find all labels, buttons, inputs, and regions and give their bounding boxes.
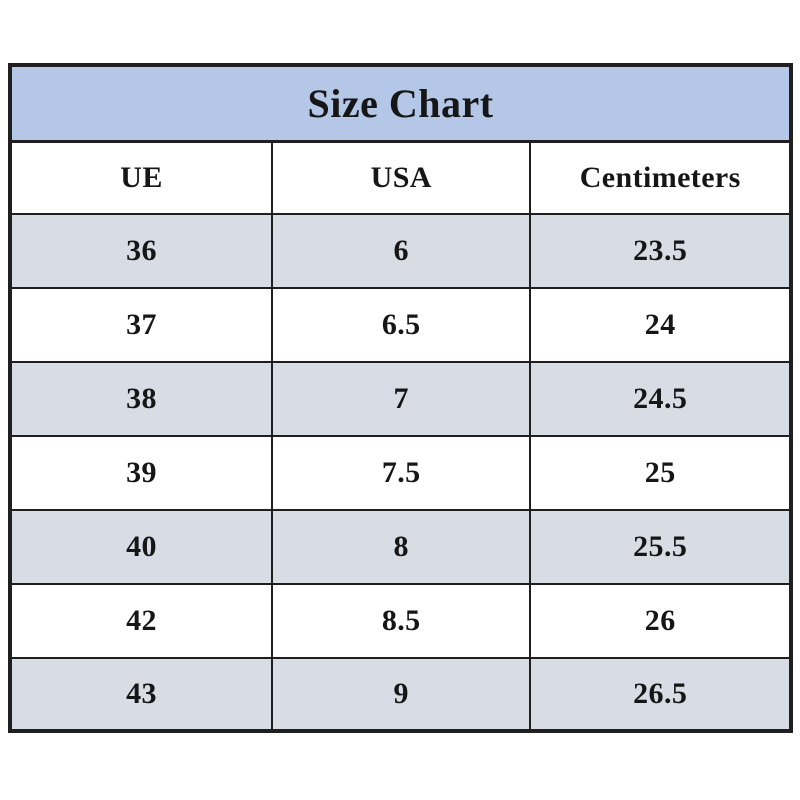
column-header-ue: UE <box>12 143 274 213</box>
table-cell-usa: 7.5 <box>273 437 532 509</box>
table-cell-cm: 26 <box>644 604 676 637</box>
table-title: Size Chart <box>12 67 789 143</box>
column-header-centimeters: Centimeters <box>579 161 741 194</box>
table-cell-ue: 38 <box>12 363 274 435</box>
table-cell-usa: 6 <box>273 215 532 287</box>
table-row: 43 9 26.5 <box>12 659 789 729</box>
table-cell-usa: 6.5 <box>273 289 532 361</box>
table-header-row: UE USA Centimeters <box>12 143 789 215</box>
table-cell-ue: 43 <box>12 659 274 729</box>
table-row: 36 6 23.5 <box>12 215 789 289</box>
table-cell-cm: 24 <box>644 308 676 341</box>
table-cell-usa: 8 <box>273 511 532 583</box>
table-cell-ue: 37 <box>12 289 274 361</box>
table-cell-cm: 23.5 <box>633 234 688 267</box>
table-cell-usa: 9 <box>273 659 532 729</box>
table-cell-ue: 36 <box>12 215 274 287</box>
table-row: 42 8.5 26 <box>12 585 789 659</box>
table-cell-cm: 26.5 <box>633 677 688 710</box>
table-cell-usa: 8.5 <box>273 585 532 657</box>
table-cell-ue: 42 <box>12 585 274 657</box>
size-chart-table: Size Chart UE USA Centimeters 36 6 23.5 … <box>8 63 793 733</box>
table-cell-ue: 39 <box>12 437 274 509</box>
table-row: 39 7.5 25 <box>12 437 789 511</box>
table-row: 40 8 25.5 <box>12 511 789 585</box>
table-cell-usa: 7 <box>273 363 532 435</box>
table-cell-ue: 40 <box>12 511 274 583</box>
table-row: 38 7 24.5 <box>12 363 789 437</box>
table-cell-cm: 24.5 <box>633 382 688 415</box>
table-cell-cm: 25.5 <box>633 530 688 563</box>
table-row: 37 6.5 24 <box>12 289 789 363</box>
table-cell-cm: 25 <box>644 456 676 489</box>
column-header-usa: USA <box>273 143 532 213</box>
